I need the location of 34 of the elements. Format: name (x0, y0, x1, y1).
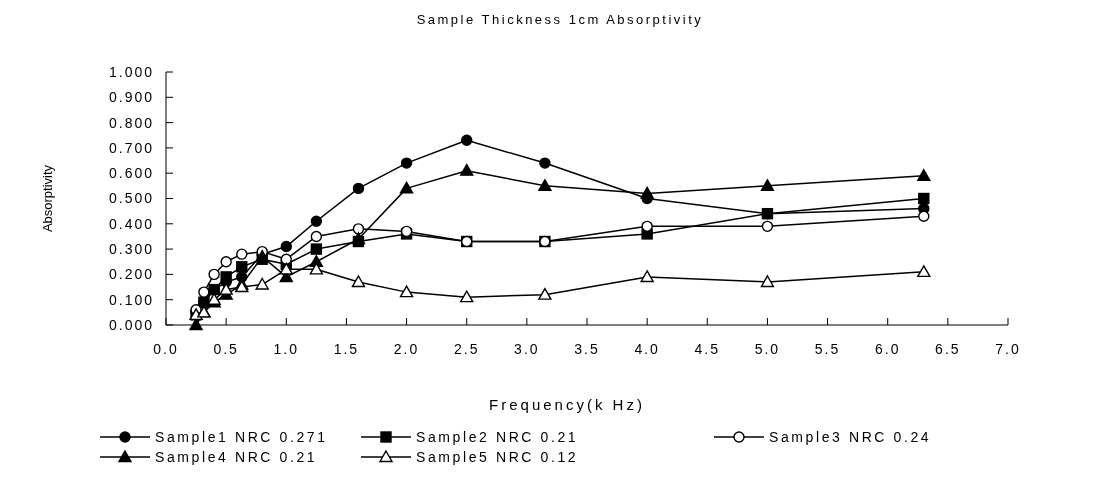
y-tick-label: 0.500 (108, 190, 154, 207)
y-tick-label: 0.700 (108, 139, 154, 156)
x-tick-label: 2.5 (453, 341, 480, 357)
x-tick-label: 2.0 (393, 341, 420, 357)
x-tick-label: 1.5 (333, 341, 360, 357)
y-tick-label: 0.800 (108, 114, 154, 131)
y-tick-label: 0.200 (108, 266, 154, 283)
y-tick-label: 1.000 (108, 63, 154, 80)
x-tick-label: 3.5 (574, 341, 600, 357)
y-tick-label: 0.100 (108, 291, 154, 308)
y-tick-label: 0.300 (108, 241, 154, 257)
x-tick-label: 6.0 (874, 341, 901, 357)
x-tick-label: 7.0 (995, 341, 1021, 357)
x-tick-label: 4.0 (634, 341, 660, 357)
x-tick-label: 5.5 (814, 341, 841, 357)
x-tick-label: 1.0 (273, 341, 300, 357)
legend-label: Sample3 NRC 0.24 (769, 428, 932, 445)
y-tick-label: 0.900 (108, 89, 154, 106)
y-axis-title: Absorptivity (40, 164, 55, 233)
x-axis-title: Frequency(k Hz) (489, 396, 645, 413)
legend-label: Sample2 NRC 0.21 (416, 428, 579, 445)
x-tick-label: 5.0 (754, 341, 781, 357)
x-tick-label: 0.5 (213, 341, 239, 357)
x-tick-label: 3.0 (514, 341, 540, 357)
legend-label: Sample1 NRC 0.271 (155, 428, 328, 445)
y-tick-label: 0.600 (108, 165, 154, 182)
x-tick-label: 4.5 (694, 341, 721, 357)
x-tick-label: 0.0 (153, 341, 179, 357)
x-tick-label: 6.5 (935, 341, 961, 357)
y-tick-label: 0.400 (108, 215, 154, 232)
legend-label: Sample5 NRC 0.12 (416, 448, 579, 465)
chart-title: Sample Thickness 1cm Absorptivity (416, 12, 704, 27)
legend-label: Sample4 NRC 0.21 (155, 448, 318, 465)
y-tick-label: 0.000 (108, 316, 154, 333)
